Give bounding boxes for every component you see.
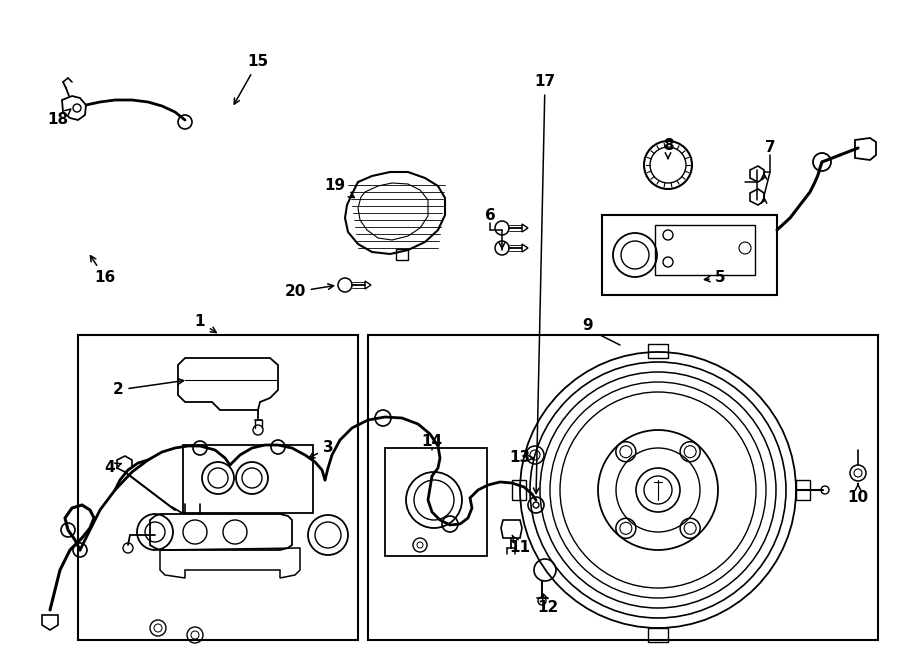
- Text: 9: 9: [582, 317, 593, 332]
- Text: 11: 11: [509, 535, 530, 555]
- Text: 6: 6: [484, 208, 495, 223]
- Text: 20: 20: [284, 284, 334, 299]
- Text: 8: 8: [662, 137, 673, 159]
- Text: 12: 12: [537, 594, 559, 615]
- Bar: [655, 225, 755, 275]
- Text: 10: 10: [848, 484, 868, 504]
- Text: 17: 17: [534, 75, 555, 494]
- Text: 5: 5: [705, 270, 725, 286]
- Text: 16: 16: [91, 256, 115, 286]
- Text: 3: 3: [309, 440, 333, 458]
- Text: 2: 2: [112, 379, 184, 397]
- Bar: [183, 445, 313, 513]
- Text: 15: 15: [234, 54, 268, 104]
- Bar: [385, 448, 487, 556]
- Text: 4: 4: [104, 461, 122, 475]
- Text: 13: 13: [509, 451, 534, 465]
- Bar: [602, 215, 777, 295]
- Text: 14: 14: [421, 434, 443, 449]
- Bar: [368, 335, 878, 640]
- Text: 7: 7: [765, 141, 775, 155]
- Bar: [78, 335, 358, 640]
- Text: 1: 1: [194, 315, 216, 332]
- Text: 18: 18: [48, 109, 71, 128]
- Text: 19: 19: [324, 178, 355, 198]
